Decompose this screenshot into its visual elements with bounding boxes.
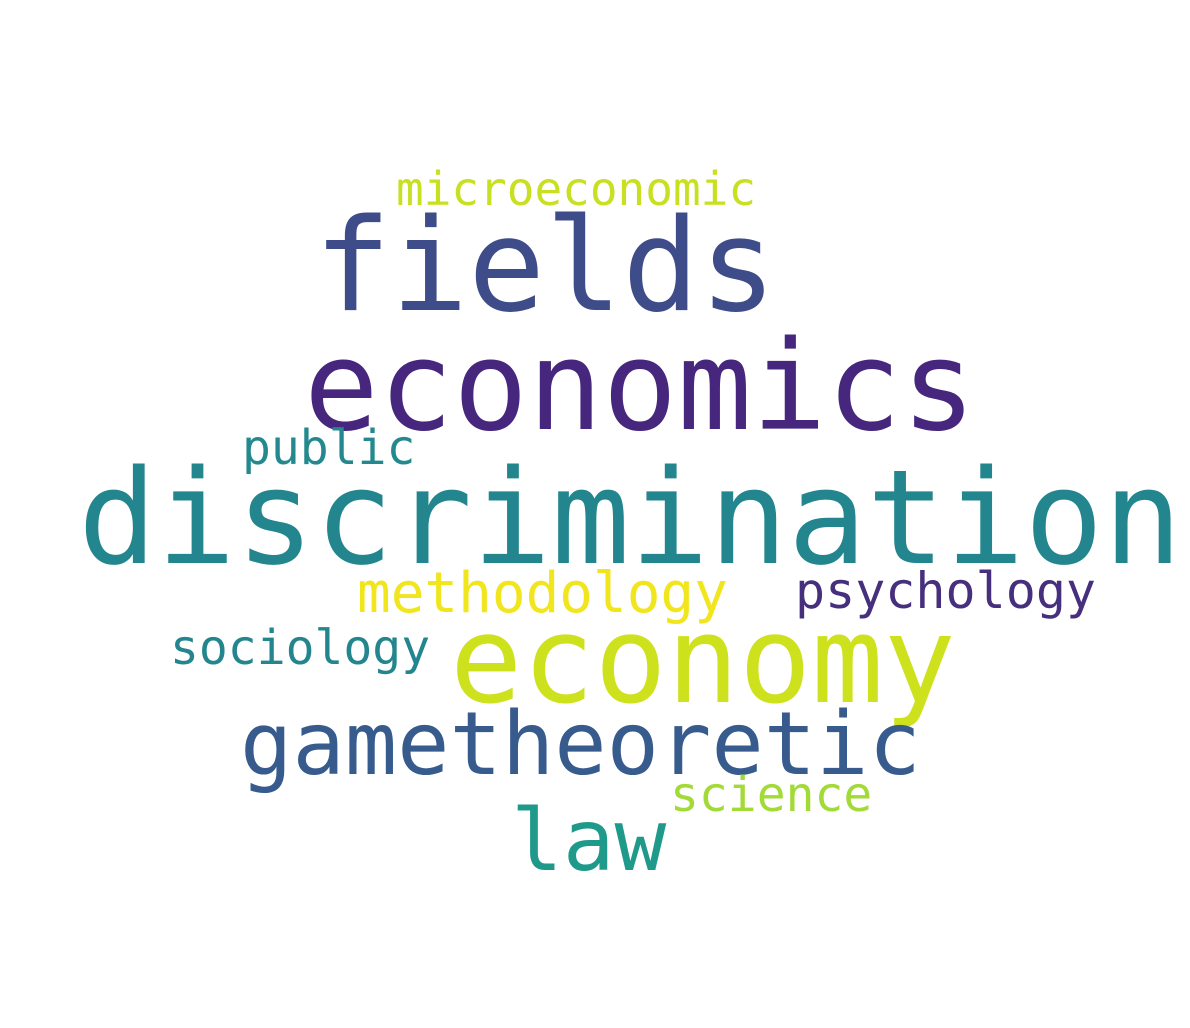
word-microeconomic: microeconomic <box>396 162 757 216</box>
word-economics: economics <box>304 315 976 459</box>
word-sociology: sociology <box>170 620 431 676</box>
word-fields: fields <box>314 192 777 341</box>
word-law: law <box>511 791 667 891</box>
word-gametheoretic: gametheoretic <box>240 693 921 795</box>
word-economy: economy <box>450 592 956 731</box>
word-public: public <box>242 420 416 476</box>
word-methodology: methodology <box>357 561 728 626</box>
word-science: science <box>670 767 873 823</box>
word-psychology: psychology <box>795 562 1097 620</box>
word-discrimination: discrimination <box>78 441 1183 594</box>
